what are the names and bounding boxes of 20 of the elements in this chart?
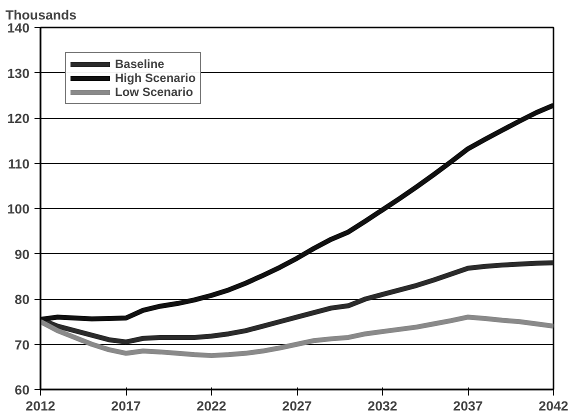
legend-label: High Scenario — [115, 71, 196, 85]
x-tick-label: 2032 — [368, 398, 398, 414]
x-tick-label: 2027 — [282, 398, 312, 414]
x-tick-label: 2042 — [538, 398, 568, 414]
y-tick-label: 90 — [14, 246, 30, 262]
x-tick-label: 2022 — [196, 398, 226, 414]
y-tick-label: 120 — [7, 111, 30, 126]
y-tick-label: 110 — [8, 156, 30, 172]
x-tick-label: 2037 — [453, 398, 483, 414]
y-tick-label: 70 — [14, 337, 30, 352]
x-tick-label: 2012 — [26, 398, 56, 414]
y-tick-label: 100 — [7, 202, 30, 216]
y-tick-label: 60 — [14, 382, 30, 398]
y-tick-label: 140 — [7, 20, 30, 36]
legend-label: Baseline — [115, 57, 164, 71]
x-tick-label: 2017 — [111, 398, 141, 414]
y-tick-label: 130 — [7, 66, 30, 81]
legend-label: Low Scenario — [115, 85, 194, 99]
y-tick-label: 80 — [14, 292, 30, 307]
y-axis-title: Thousands — [6, 8, 77, 22]
